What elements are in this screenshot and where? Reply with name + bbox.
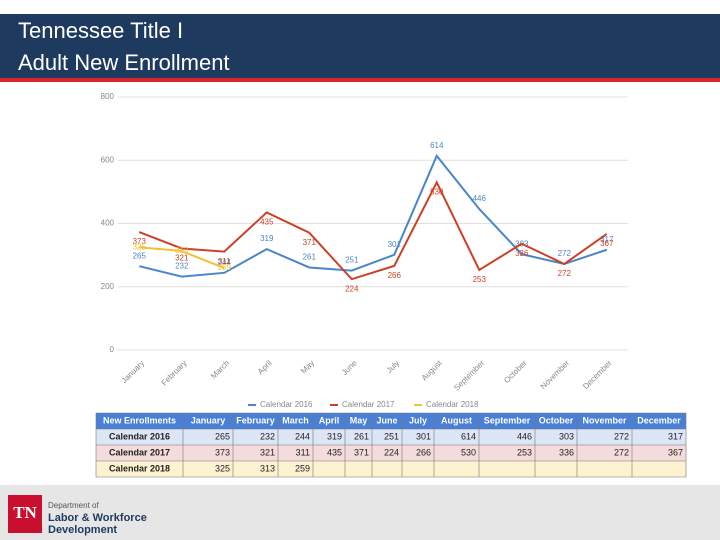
data-label: 317 bbox=[600, 235, 614, 244]
table-cell: 367 bbox=[668, 447, 683, 457]
header-bar bbox=[0, 14, 720, 78]
data-label: 272 bbox=[558, 269, 572, 278]
table-row-header: Calendar 2018 bbox=[109, 463, 170, 473]
data-label: 530 bbox=[430, 187, 444, 196]
table-cell: 251 bbox=[384, 431, 399, 441]
legend-label: Calendar 2017 bbox=[342, 400, 395, 409]
logo: TN bbox=[13, 503, 37, 522]
y-tick-label: 600 bbox=[101, 155, 115, 164]
table-cell: 266 bbox=[416, 447, 431, 457]
data-label: 244 bbox=[218, 258, 232, 267]
table-cell: 272 bbox=[614, 431, 629, 441]
data-label: 367 bbox=[600, 239, 614, 248]
line bbox=[139, 246, 225, 270]
table-cell: 319 bbox=[327, 431, 342, 441]
legend-label: Calendar 2018 bbox=[426, 400, 479, 409]
data-label: 371 bbox=[303, 238, 317, 247]
table-cell: 530 bbox=[461, 447, 476, 457]
table-row-header: Calendar 2017 bbox=[109, 447, 170, 457]
data-label: 253 bbox=[473, 275, 487, 284]
data-label: 446 bbox=[473, 194, 487, 203]
table-row bbox=[96, 445, 686, 461]
data-label: 266 bbox=[388, 271, 402, 280]
table-col-header: April bbox=[319, 415, 340, 425]
footer-text: Department of bbox=[48, 501, 99, 510]
data-label: 224 bbox=[345, 284, 359, 293]
table-row bbox=[96, 461, 686, 477]
table-cell: 373 bbox=[215, 447, 230, 457]
y-tick-label: 200 bbox=[101, 282, 115, 291]
table-row bbox=[96, 429, 686, 445]
table-col-header: September bbox=[484, 415, 531, 425]
table-col-header: August bbox=[441, 415, 472, 425]
table-cell: 325 bbox=[215, 463, 230, 473]
table-col-header: July bbox=[409, 415, 427, 425]
table-cell: 614 bbox=[461, 431, 476, 441]
data-label: 272 bbox=[558, 249, 572, 258]
table-col-header: March bbox=[282, 415, 309, 425]
line bbox=[138, 180, 608, 281]
table-cell: 311 bbox=[296, 447, 310, 457]
table-corner: New Enrollments bbox=[103, 415, 176, 425]
table-cell: 244 bbox=[295, 431, 310, 441]
table-col-header: January bbox=[191, 415, 226, 425]
y-tick-label: 800 bbox=[101, 92, 115, 101]
data-label: 232 bbox=[175, 262, 189, 271]
table-header bbox=[96, 413, 686, 429]
table-col-header: May bbox=[350, 415, 368, 425]
legend-label: Calendar 2016 bbox=[260, 400, 313, 409]
table-cell: 261 bbox=[354, 431, 369, 441]
table-cell: 435 bbox=[327, 447, 342, 457]
logo-box bbox=[8, 495, 42, 533]
table-col-header: December bbox=[637, 415, 681, 425]
data-label: 325 bbox=[133, 242, 147, 251]
table-cell: 265 bbox=[215, 431, 230, 441]
data-label: 301 bbox=[388, 240, 402, 249]
footer bbox=[0, 485, 720, 540]
table-cell: 272 bbox=[614, 447, 629, 457]
data-label: 614 bbox=[430, 141, 444, 150]
header-rule bbox=[0, 78, 720, 82]
table-cell: 303 bbox=[559, 431, 574, 441]
table-row-header: Calendar 2016 bbox=[109, 431, 170, 441]
table-col-header: February bbox=[236, 415, 275, 425]
data-label: 319 bbox=[260, 234, 274, 243]
data-label: 265 bbox=[133, 251, 147, 260]
table-cell: 253 bbox=[517, 447, 532, 457]
table-col-header: June bbox=[376, 415, 397, 425]
title: Tennessee Title I bbox=[18, 18, 183, 43]
data-label: 373 bbox=[133, 237, 147, 246]
data-label: 336 bbox=[515, 249, 529, 258]
data-label: 435 bbox=[260, 218, 274, 227]
footer-text: Labor & Workforce bbox=[48, 512, 147, 524]
table-col-header: November bbox=[582, 415, 627, 425]
data-label: 251 bbox=[345, 256, 359, 265]
title: Adult New Enrollment bbox=[18, 50, 230, 75]
table-col-header: October bbox=[539, 415, 574, 425]
data-label: 321 bbox=[175, 254, 189, 263]
data-label: 261 bbox=[303, 253, 317, 262]
y-tick-label: 0 bbox=[110, 345, 115, 354]
table-cell: 446 bbox=[517, 431, 532, 441]
table-cell: 232 bbox=[260, 431, 275, 441]
table-cell: 301 bbox=[416, 431, 431, 441]
y-tick-label: 400 bbox=[101, 219, 115, 228]
table-cell: 317 bbox=[668, 431, 683, 441]
table-cell: 336 bbox=[559, 447, 574, 457]
footer-text: Development bbox=[48, 524, 117, 536]
table-cell: 321 bbox=[260, 447, 275, 457]
table-cell: 224 bbox=[384, 447, 399, 457]
table-cell: 259 bbox=[295, 463, 310, 473]
table-cell: 313 bbox=[260, 463, 275, 473]
data-label: 311 bbox=[218, 257, 231, 266]
line bbox=[139, 153, 608, 278]
data-label: 313 bbox=[175, 246, 189, 255]
table-cell: 371 bbox=[354, 447, 369, 457]
data-label: 259 bbox=[218, 263, 232, 272]
